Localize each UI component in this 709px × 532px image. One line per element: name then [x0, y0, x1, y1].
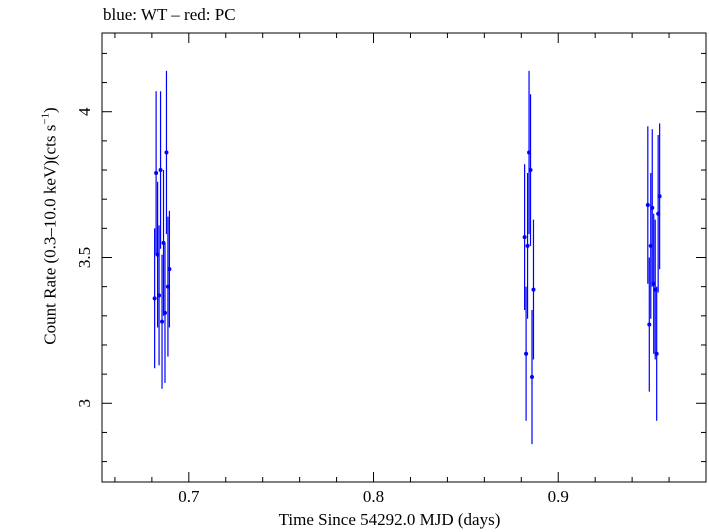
y-tick-label: 3 [75, 399, 94, 408]
x-tick-label: 0.7 [178, 487, 200, 506]
data-point [154, 170, 159, 175]
y-axis-label-exponent: −1 [39, 112, 52, 125]
x-axis-label: Time Since 54292.0 MJD (days) [278, 510, 501, 529]
data-point [528, 168, 533, 173]
data-point [162, 310, 167, 315]
chart-title: blue: WT – red: PC [103, 5, 236, 24]
x-tick-label: 0.9 [548, 487, 569, 506]
y-tick-label: 4 [75, 107, 94, 116]
data-point [650, 205, 655, 210]
data-point [530, 375, 535, 380]
data-points [152, 150, 662, 380]
data-point [657, 194, 662, 199]
data-point [527, 150, 532, 155]
data-point [651, 281, 656, 286]
data-point [160, 319, 165, 324]
data-point [531, 287, 536, 292]
data-point [152, 296, 157, 301]
data-point [654, 351, 659, 356]
data-point [164, 150, 169, 155]
y-axis-label-main: Count Rate (0.3–10.0 keV)(cts s [40, 124, 60, 345]
y-axis-label-end: ) [40, 107, 60, 113]
axis-tick-labels: 0.7 0.8 0.9 3 3.5 4 [75, 107, 569, 506]
data-point [167, 267, 172, 272]
data-point [653, 287, 658, 292]
data-point [645, 203, 650, 208]
error-bars [154, 70, 661, 445]
data-point [525, 243, 530, 248]
data-point [157, 293, 162, 298]
data-point [648, 243, 653, 248]
x-tick-label: 0.8 [363, 487, 384, 506]
data-point [155, 252, 160, 257]
data-point [158, 168, 163, 173]
data-point [656, 211, 661, 216]
data-point [161, 240, 166, 245]
data-point [524, 351, 529, 356]
data-point [522, 235, 527, 240]
axis-ticks [102, 33, 707, 482]
y-tick-label: 3.5 [75, 247, 94, 268]
plot-frame [101, 32, 707, 483]
y-axis-label: Count Rate (0.3–10.0 keV)(cts s−1) [40, 107, 61, 344]
data-point [647, 322, 652, 327]
data-point [165, 284, 170, 289]
